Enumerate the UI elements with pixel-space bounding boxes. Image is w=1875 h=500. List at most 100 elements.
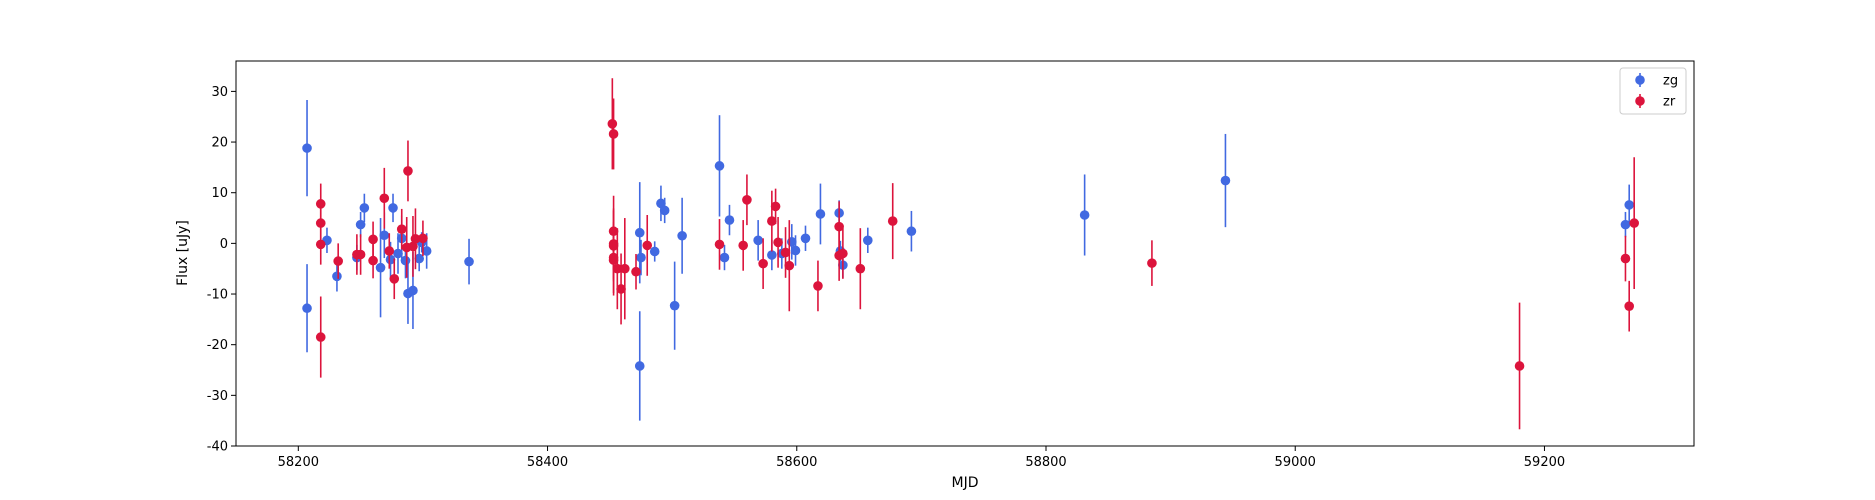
data-point-zg [388,203,398,213]
data-point-zg [1620,219,1631,230]
y-tick-label: 30 [211,85,228,100]
legend-label-zg: zg [1663,74,1678,89]
data-point-zr [1620,253,1631,264]
data-point-zg [1079,210,1090,220]
data-point-zr [608,255,619,265]
data-point-zg [393,248,403,259]
data-point-zr [742,195,752,205]
data-point-zg [379,230,390,241]
x-tick-label: 58200 [278,455,319,470]
data-point-zr [714,239,725,250]
data-point-zg [906,226,917,237]
x-axis: 58200 58400 58600 58800 59000 59200 [278,446,1565,470]
data-point-zg [302,303,312,314]
y-tick-label: -20 [207,338,228,353]
data-point-zg [649,246,660,257]
data-point-zr [608,129,619,139]
data-point-zg [677,230,687,241]
data-point-zr [418,233,428,244]
data-point-zr [333,256,343,266]
data-point-zr [368,255,378,266]
data-point-zr [410,234,421,244]
data-point-zr [315,332,326,342]
data-point-zr [384,246,395,256]
data-point-zr [738,240,748,251]
data-point-zr [767,216,777,226]
data-point-zr [1147,258,1157,268]
data-point-zg [464,256,474,267]
legend: zg zr [1619,67,1687,115]
data-point-zg [634,361,645,371]
data-point-zg [714,161,725,171]
y-tick-label: 0 [220,237,228,252]
legend-label-zr: zr [1663,95,1676,110]
data-point-zg [332,271,342,282]
data-point-zr [379,193,390,204]
data-point-zg [753,235,763,246]
data-point-zg [1220,175,1231,186]
data-point-zr [368,234,378,245]
data-point-zr [642,240,653,251]
x-tick-label: 59200 [1524,455,1565,470]
y-tick-label: -40 [207,440,228,455]
y-axis: -40 -30 -20 -10 0 10 20 30 [207,85,236,455]
x-tick-label: 59000 [1275,455,1316,470]
data-point-zr [855,263,866,274]
y-axis-label: Flux [uJy] [175,220,191,286]
y-tick-label: 10 [211,186,228,201]
data-point-zg [724,215,735,225]
data-point-zr [887,216,898,226]
data-point-zr [813,281,823,291]
data-point-zr [784,260,795,271]
data-point-zg [302,143,312,153]
data-point-zr [355,249,366,260]
x-tick-label: 58400 [527,455,568,470]
data-point-zg [359,203,370,213]
data-point-zr [773,237,783,248]
x-tick-label: 58800 [1025,455,1066,470]
data-point-zr [1514,361,1525,371]
data-point-zg [355,219,366,230]
data-point-zr [1629,218,1639,228]
data-point-zr [770,201,781,212]
data-point-zr [315,218,326,228]
data-point-zg [815,209,826,219]
data-point-zg [767,250,777,260]
data-point-zg [634,227,645,238]
data-point-zr [1624,301,1634,311]
data-point-zr [616,284,626,294]
data-point-zg [790,245,801,256]
data-point-zg [636,252,646,263]
data-point-zg [421,246,432,256]
data-point-zg [669,300,680,311]
legend-marker-zr [1635,96,1645,106]
data-point-zg [400,255,411,266]
data-point-zg [385,254,396,265]
data-point-zr [396,224,407,234]
data-point-zg [659,205,670,216]
data-point-zg [408,285,418,296]
legend-marker-zg [1635,75,1645,85]
data-point-zg [800,233,811,244]
plot-area [235,60,1695,447]
data-point-zr [838,248,848,259]
data-point-zr [607,119,618,129]
data-point-zr [631,266,641,277]
data-point-zg [863,235,873,246]
x-tick-label: 58600 [776,455,817,470]
data-point-zr [403,166,413,176]
data-point-zr [834,221,844,232]
data-point-zr [315,239,326,250]
data-point-zr [758,258,768,269]
data-point-zg [1624,200,1634,210]
y-tick-label: -10 [207,288,228,303]
data-point-zr [612,263,623,274]
data-point-zr [389,274,400,284]
series-zr [315,78,1639,430]
x-axis-label: MJD [952,475,979,491]
y-tick-label: -30 [207,389,228,404]
data-point-zg [375,262,386,273]
data-point-zg [719,252,730,263]
data-point-zg [656,198,666,209]
